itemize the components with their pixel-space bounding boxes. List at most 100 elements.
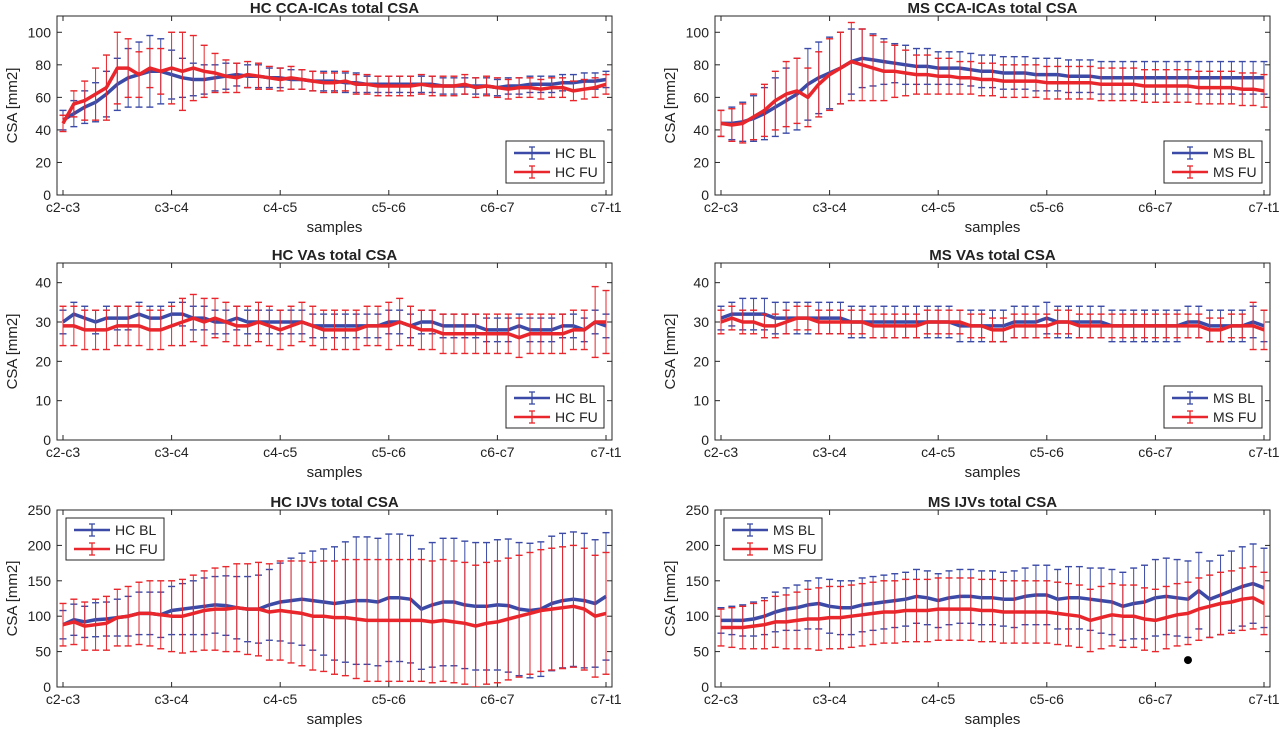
y-tick-label: 80	[35, 57, 51, 73]
y-tick-label: 0	[43, 432, 51, 448]
legend-label: MS FU	[1213, 409, 1257, 425]
plot-area-frame	[714, 262, 1271, 441]
y-tick-label: 100	[686, 608, 710, 624]
x-tick-label: c4-c5	[263, 691, 297, 707]
data-layer	[59, 31, 610, 133]
series-hc-fu	[59, 544, 610, 687]
legend: HC BL HC FU	[65, 517, 165, 561]
x-tick-label: c7-t1	[1248, 444, 1279, 460]
x-tick-label: c6-c7	[480, 199, 514, 215]
legend-label: MS BL	[1213, 145, 1255, 161]
chart-title: HC CCA-ICAs total CSA	[250, 0, 419, 17]
y-tick-label: 40	[693, 275, 709, 291]
y-tick-label: 0	[701, 679, 709, 695]
x-tick-label: c5-c6	[372, 691, 406, 707]
x-tick-label: c7-t1	[590, 199, 621, 215]
x-tick-label: c4-c5	[921, 199, 955, 215]
x-tick-label: c3-c4	[154, 444, 188, 460]
y-tick-label: 20	[35, 154, 51, 170]
x-tick-label: c2-c3	[46, 691, 80, 707]
y-tick-label: 50	[35, 644, 51, 660]
y-axis-label: CSA [mm2]	[662, 561, 679, 637]
series-line	[720, 316, 1265, 332]
y-axis-label: CSA [mm2]	[4, 561, 21, 637]
y-tick-label: 0	[43, 679, 51, 695]
x-tick-label: c5-c6	[372, 444, 406, 460]
chart-panel: HC IJVs total CSA 0 50 100 150 200 250 c2-c3 c3-…	[4, 494, 622, 728]
y-tick-label: 30	[35, 314, 51, 330]
series-line	[63, 316, 606, 340]
x-tick-label: c4-c5	[921, 691, 955, 707]
chart-title: HC VAs total CSA	[272, 247, 398, 264]
y-tick-label: 60	[693, 89, 709, 105]
legend-label: HC BL	[555, 145, 596, 161]
x-axis-label: samples	[965, 711, 1021, 728]
y-tick-label: 20	[693, 154, 709, 170]
y-tick-label: 40	[693, 122, 709, 138]
x-tick-label: c4-c5	[921, 444, 955, 460]
x-tick-label: c2-c3	[704, 199, 738, 215]
x-tick-label: c7-t1	[590, 444, 621, 460]
legend-box	[723, 517, 823, 561]
y-tick-label: 100	[686, 24, 710, 40]
chart-title: MS CCA-ICAs total CSA	[907, 0, 1077, 17]
y-tick-label: 10	[35, 393, 51, 409]
plot-area-frame	[714, 15, 1271, 196]
y-tick-label: 40	[35, 275, 51, 291]
x-tick-label: c6-c7	[1138, 691, 1172, 707]
legend-label: HC FU	[555, 164, 598, 180]
y-tick-label: 100	[28, 608, 52, 624]
x-tick-label: c5-c6	[1030, 691, 1064, 707]
legend: MS BL MS FU	[723, 517, 823, 561]
plot-area-frame	[56, 15, 613, 196]
plot-area-frame	[714, 509, 1271, 688]
series-ms-fu	[717, 301, 1268, 351]
y-tick-label: 30	[693, 314, 709, 330]
y-tick-label: 60	[35, 89, 51, 105]
data-layer	[717, 21, 1268, 144]
series-line	[62, 604, 607, 628]
chart-title: HC IJVs total CSA	[270, 494, 399, 511]
chart-panel: HC CCA-ICAs total CSA 0 20 40 60 80 100 c2-c3 c3…	[4, 0, 622, 236]
legend-label: HC FU	[115, 541, 158, 557]
y-tick-label: 100	[28, 24, 52, 40]
data-layer	[59, 531, 610, 687]
legend-label: MS BL	[773, 522, 815, 538]
legend-label: HC FU	[555, 409, 598, 425]
y-tick-label: 0	[43, 187, 51, 203]
x-tick-label: c6-c7	[1138, 199, 1172, 215]
y-axis-label: CSA [mm2]	[4, 314, 21, 390]
legend-box	[65, 517, 165, 561]
legend-label: HC BL	[555, 390, 596, 406]
legend: MS BL MS FU	[1163, 385, 1263, 429]
x-tick-label: c2-c3	[704, 444, 738, 460]
chart-panel: HC VAs total CSA 0 10 20 30 40 c2-c3 c3-c4 c4-c5…	[4, 247, 622, 481]
x-tick-label: c4-c5	[263, 199, 297, 215]
x-tick-label: c2-c3	[46, 199, 80, 215]
data-layer	[717, 297, 1268, 351]
legend-label: MS BL	[1213, 390, 1255, 406]
series-line	[720, 59, 1265, 127]
x-tick-label: c4-c5	[263, 444, 297, 460]
y-tick-label: 50	[693, 644, 709, 660]
y-tick-label: 10	[693, 393, 709, 409]
plot-area-frame	[56, 262, 613, 441]
x-tick-label: c5-c6	[372, 199, 406, 215]
legend: HC BL HC FU	[505, 140, 605, 184]
chart-title: MS VAs total CSA	[929, 247, 1056, 264]
legend: HC BL HC FU	[505, 385, 605, 429]
x-tick-label: c6-c7	[1138, 444, 1172, 460]
x-tick-label: c7-t1	[1248, 691, 1279, 707]
x-tick-label: c3-c4	[154, 199, 188, 215]
x-tick-label: c2-c3	[704, 691, 738, 707]
chart-panel: MS IJVs total CSA 0 50 100 150 200 250 c2-c3 c3-…	[662, 494, 1280, 728]
legend-label: HC BL	[115, 522, 156, 538]
plot-area-frame	[56, 509, 613, 688]
x-axis-label: samples	[965, 464, 1021, 481]
y-tick-label: 200	[686, 537, 710, 553]
x-tick-label: c5-c6	[1030, 444, 1064, 460]
legend-label: MS FU	[773, 541, 817, 557]
series-hc-fu	[59, 285, 610, 359]
series-ms-fu	[717, 565, 1268, 653]
